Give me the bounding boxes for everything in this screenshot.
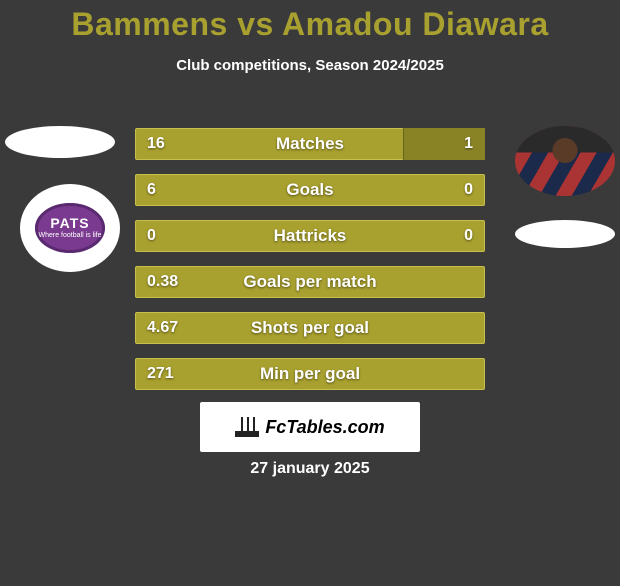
footer-brand-box[interactable]: FcTables.com [200, 402, 420, 452]
footer-brand-text: FcTables.com [265, 417, 384, 438]
club-logo-tagline: Where football is life [38, 232, 101, 240]
page-subtitle: Club competitions, Season 2024/2025 [0, 57, 620, 74]
stat-row: Goals per match0.38 [135, 266, 485, 298]
stat-label: Min per goal [135, 358, 485, 390]
stat-row: Matches16 1 [135, 128, 485, 160]
stat-left-value: 4.67 [147, 312, 178, 344]
stat-right-value: 0 [464, 220, 473, 252]
stat-label: Shots per goal [135, 312, 485, 344]
stat-row: Goals6 0 [135, 174, 485, 206]
stat-row: Min per goal271 [135, 358, 485, 390]
stat-left-value: 271 [147, 358, 174, 390]
stat-right-value: 1 [464, 128, 473, 160]
page-title: Bammens vs Amadou Diawara [0, 6, 620, 43]
stat-bars: Matches161Goals60Hattricks00Goals per ma… [135, 128, 485, 404]
stat-label: Goals per match [135, 266, 485, 298]
player-photo-placeholder [515, 126, 615, 196]
stat-row: Shots per goal4.67 [135, 312, 485, 344]
right-player-photo [515, 126, 615, 196]
stat-left-value: 6 [147, 174, 156, 206]
stat-label: Hattricks [135, 220, 485, 252]
stat-label: Goals [135, 174, 485, 206]
club-logo: PATS Where football is life [35, 203, 105, 253]
bars-icon [235, 417, 259, 437]
right-club-oval [515, 220, 615, 248]
left-club-badge-container: PATS Where football is life [20, 184, 120, 272]
stat-left-value: 0 [147, 220, 156, 252]
stat-right-value: 0 [464, 174, 473, 206]
stat-left-value: 0.38 [147, 266, 178, 298]
stat-row: Hattricks0 0 [135, 220, 485, 252]
left-player-oval [5, 126, 115, 158]
stat-label: Matches [135, 128, 485, 160]
club-logo-text: PATS [50, 216, 89, 231]
stat-left-value: 16 [147, 128, 165, 160]
date-text: 27 january 2025 [0, 460, 620, 478]
